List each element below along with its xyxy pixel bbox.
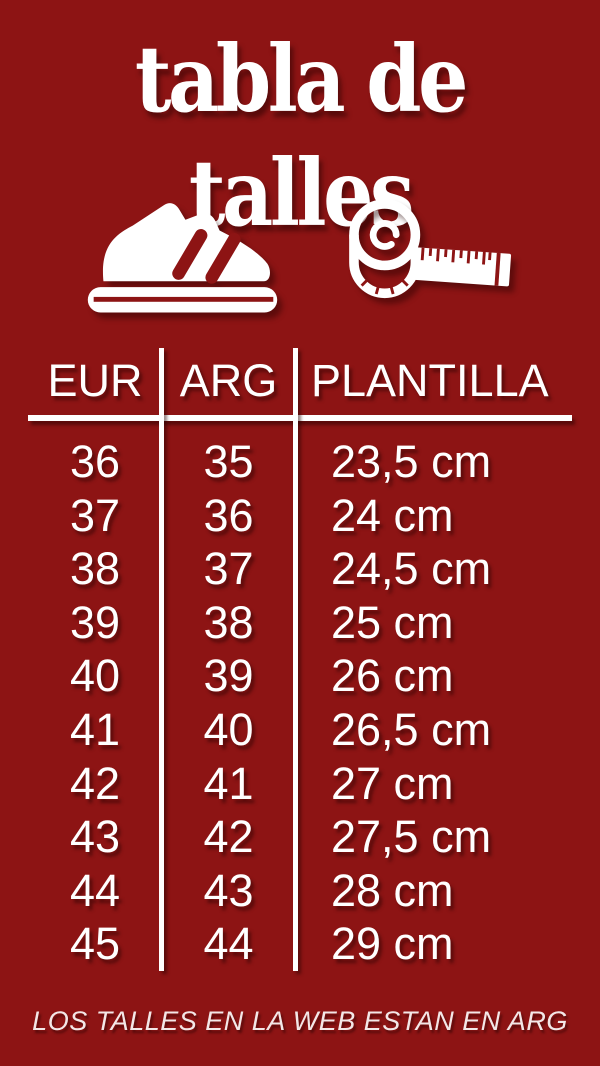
column-header-plantilla: PLANTILLA [311,355,549,406]
table-row: 44 43 28 cm [28,864,572,918]
table-cell: 41 [203,757,254,809]
table-cell: 35 [203,436,254,487]
table-cell: 27 cm [331,757,454,809]
table-row: 42 41 27 cm [28,757,572,811]
table-cell: 44 [203,918,254,970]
table-row: 39 38 25 cm [28,596,572,650]
table-cell: 24 cm [331,489,454,541]
table-cell: 28 cm [331,864,454,916]
table-cell: 38 [203,596,254,648]
table-cell: 45 [69,918,121,970]
table-cell: 39 [69,596,121,648]
table-cell: 26,5 cm [331,703,492,755]
table-cell: 37 [69,489,121,541]
table-row: 40 39 26 cm [28,649,572,703]
table-cell: 29 cm [331,918,454,970]
table-cell: 26 cm [331,650,454,702]
table-row: 37 36 24 cm [28,489,572,543]
table-row: 36 35 23,5 cm [28,435,572,489]
table-cell: 36 [69,436,121,487]
table-cell: 43 [203,864,254,916]
footer-note: LOS TALLES EN LA WEB ESTAN EN ARG [32,1006,568,1036]
table-cell: 40 [69,650,121,702]
table-cell: 36 [203,489,254,541]
table-row: 43 42 27,5 cm [28,810,572,864]
table-header-row: EUR ARG PLANTILLA [28,347,572,415]
icons-row [0,186,600,318]
measuring-tape-icon [348,199,511,298]
table-cell: 38 [69,543,121,595]
column-divider-line [159,348,164,971]
table-cell: 37 [203,543,254,595]
table-cell: 42 [69,757,121,809]
table-cell: 25 cm [331,596,454,648]
table-body: 36 35 23,5 cm 37 36 24 cm 38 37 24,5 cm 39 38 25 cm… [28,435,572,971]
column-header-eur: EUR [47,355,143,406]
table-row: 38 37 24,5 cm [28,542,572,596]
column-header-arg: ARG [179,355,278,406]
table-row: 41 40 26,5 cm [28,703,572,757]
table-cell: 23,5 cm [331,436,492,487]
table-cell: 44 [69,864,121,916]
column-divider-line [293,348,298,971]
header-divider-line [28,415,572,421]
table-row: 45 44 29 cm [28,917,572,971]
table-cell: 39 [203,650,254,702]
table-cell: 24,5 cm [331,543,492,595]
page-title: tabla de talles [134,25,469,247]
table-cell: 41 [69,703,121,755]
table-cell: 40 [203,703,254,755]
size-table: EUR ARG PLANTILLA 36 35 23,5 cm 37 36 24 cm 38… [28,347,572,971]
table-cell: 43 [69,811,121,863]
sneaker-icon [87,203,277,313]
table-cell: 27,5 cm [331,811,492,863]
table-cell: 42 [203,811,254,863]
